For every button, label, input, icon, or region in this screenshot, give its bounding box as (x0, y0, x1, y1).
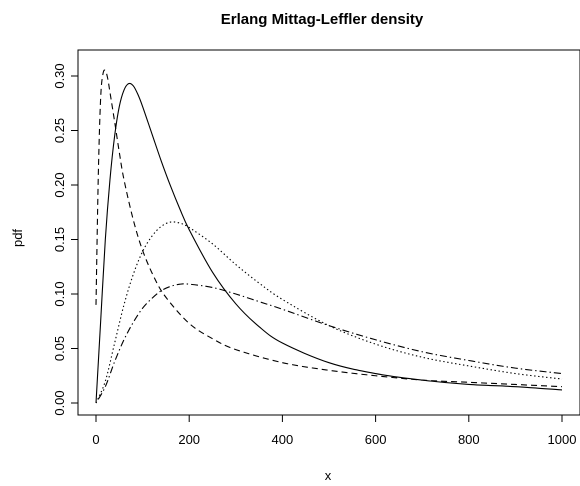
y-axis: 0.00 0.05 0.10 0.15 0.20 0.25 0.30 (52, 63, 79, 416)
series-line-solid (95, 82, 563, 404)
x-tick-label: 0 (92, 432, 99, 447)
x-axis: 0 200 400 600 800 1000 (92, 414, 577, 447)
x-tick-label: 800 (458, 432, 480, 447)
x-tick-label: 200 (178, 432, 200, 447)
y-tick-label: 0.30 (52, 63, 67, 88)
series-line-dotted (95, 221, 563, 404)
chart-title: Erlang Mittag-Leffler density (221, 11, 424, 28)
series-line-dotdash (95, 283, 563, 404)
y-tick-label: 0.15 (52, 227, 67, 252)
y-tick-label: 0.10 (52, 281, 67, 306)
x-tick-label: 400 (272, 432, 294, 447)
series-layer (95, 69, 563, 404)
y-tick-label: 0.25 (52, 118, 67, 143)
y-tick-label: 0.00 (52, 390, 67, 415)
y-axis-label: pdf (10, 229, 25, 247)
x-tick-label: 1000 (548, 432, 577, 447)
series-line-dashed (95, 69, 563, 388)
x-tick-label: 600 (365, 432, 387, 447)
y-tick-label: 0.05 (52, 336, 67, 361)
y-tick-label: 0.20 (52, 172, 67, 197)
x-axis-label: x (325, 468, 332, 483)
plot-frame (77, 49, 580, 416)
